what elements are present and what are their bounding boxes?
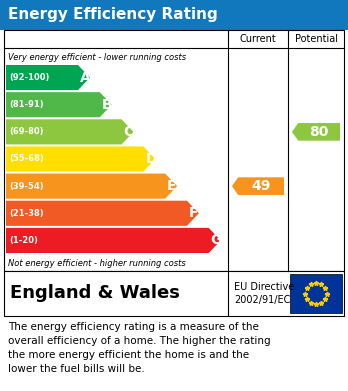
Text: A: A (80, 70, 91, 84)
Text: EU Directive
2002/91/EC: EU Directive 2002/91/EC (234, 282, 294, 305)
Polygon shape (6, 119, 134, 144)
Polygon shape (6, 174, 177, 199)
Text: G: G (211, 233, 222, 248)
Polygon shape (292, 123, 340, 141)
Text: D: D (145, 152, 157, 166)
Polygon shape (232, 178, 284, 195)
Bar (4, 30, 344, 271)
Polygon shape (6, 201, 199, 226)
Text: (92-100): (92-100) (9, 73, 49, 82)
Text: Current: Current (240, 34, 276, 44)
Text: Not energy efficient - higher running costs: Not energy efficient - higher running co… (8, 258, 186, 267)
Text: 80: 80 (309, 125, 329, 139)
Text: England & Wales: England & Wales (10, 285, 180, 303)
Bar (0, 0, 348, 30)
Polygon shape (6, 228, 221, 253)
Text: (69-80): (69-80) (9, 127, 44, 136)
Text: Very energy efficient - lower running costs: Very energy efficient - lower running co… (8, 52, 186, 61)
Text: (55-68): (55-68) (9, 154, 44, 163)
Text: F: F (189, 206, 198, 220)
Text: Energy Efficiency Rating: Energy Efficiency Rating (8, 7, 218, 23)
Polygon shape (6, 146, 155, 172)
Text: (1-20): (1-20) (9, 236, 38, 245)
Text: (39-54): (39-54) (9, 182, 44, 191)
Bar (4, 271, 344, 316)
Polygon shape (6, 92, 112, 117)
Text: The energy efficiency rating is a measure of the
overall efficiency of a home. T: The energy efficiency rating is a measur… (8, 322, 271, 374)
Text: E: E (167, 179, 177, 193)
Text: (81-91): (81-91) (9, 100, 44, 109)
Text: Potential: Potential (294, 34, 338, 44)
Text: (21-38): (21-38) (9, 209, 44, 218)
Text: B: B (102, 98, 112, 112)
Polygon shape (6, 65, 90, 90)
Bar (290, 274, 342, 313)
Text: C: C (124, 125, 134, 139)
Text: 49: 49 (251, 179, 271, 193)
